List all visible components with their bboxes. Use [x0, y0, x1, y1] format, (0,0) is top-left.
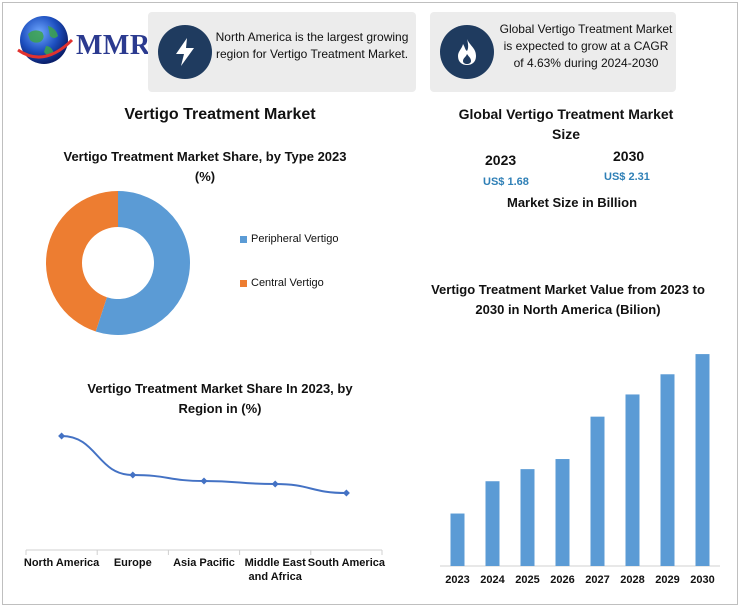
bar: [555, 459, 570, 566]
x-tick-label: 2028: [620, 574, 644, 586]
bar: [590, 416, 605, 566]
lightning-icon: [158, 25, 212, 79]
globe-icon: [17, 16, 74, 64]
data-point: [271, 480, 279, 488]
market-size-caption: Market Size in Billion: [506, 195, 638, 210]
year-2023-label: 2023: [485, 152, 517, 168]
logo-text: MMR: [76, 30, 151, 61]
bar: [520, 469, 535, 566]
legend-item-central: Central Vertigo: [240, 277, 324, 289]
logo: MMR: [14, 10, 150, 70]
x-tick-label: 2026: [550, 574, 574, 586]
bar: [660, 374, 675, 566]
legend-label: Central Vertigo: [251, 277, 324, 289]
donut-slice: [45, 191, 118, 332]
x-tick-label: 2027: [585, 574, 609, 586]
bar-chart: 2023 2024 2025 2026 2027 2028 2029 2030: [440, 354, 720, 586]
data-point: [58, 432, 66, 440]
flame-icon: [440, 25, 494, 79]
legend-swatch: [240, 235, 247, 243]
line-chart-title: Vertigo Treatment Market Share In 2023, …: [87, 381, 353, 416]
donut-slice: [95, 191, 190, 335]
x-tick-label: Europe: [114, 557, 152, 569]
donut-chart-title: Vertigo Treatment Market Share, by Type …: [63, 149, 347, 184]
legend-label: Peripheral Vertigo: [251, 233, 339, 245]
bar-chart-title: Vertigo Treatment Market Value from 2023…: [431, 282, 705, 317]
x-tick-label: Asia Pacific: [173, 557, 235, 569]
data-point: [129, 471, 137, 479]
info-card-text: North America is the largest growing reg…: [215, 30, 409, 61]
value-2030: US$ 2.31: [604, 171, 650, 183]
line-chart: North America Europe Asia Pacific Middle Ea…: [24, 432, 386, 583]
bar: [450, 513, 465, 566]
data-point: [342, 489, 350, 497]
market-size-title: Global Vertigo Treatment Market Size: [458, 106, 674, 142]
data-point: [200, 477, 208, 485]
x-tick-label: 2025: [515, 574, 539, 586]
info-card-text: Global Vertigo Treatment Market is expec…: [499, 22, 673, 70]
main-title: Vertigo Treatment Market: [124, 106, 316, 123]
bar: [695, 354, 710, 566]
bar: [485, 481, 500, 566]
x-tick-label: 2030: [690, 574, 714, 586]
info-card-north-america: North America is the largest growing reg…: [148, 12, 416, 92]
x-tick-label: North America: [24, 557, 100, 569]
legend-swatch: [240, 279, 247, 287]
x-tick-label: 2023: [445, 574, 469, 586]
x-tick-label: and Africa: [249, 571, 303, 583]
year-2030-label: 2030: [613, 148, 645, 164]
x-tick-label: Middle East: [245, 557, 306, 569]
legend-item-peripheral: Peripheral Vertigo: [240, 233, 338, 245]
x-tick-label: 2024: [480, 574, 505, 586]
info-card-cagr: Global Vertigo Treatment Market is expec…: [430, 12, 676, 92]
donut-chart: [45, 191, 190, 335]
value-2023: US$ 1.68: [483, 176, 529, 188]
x-tick-label: South America: [308, 557, 386, 569]
bar: [625, 394, 640, 566]
x-tick-label: 2029: [655, 574, 679, 586]
